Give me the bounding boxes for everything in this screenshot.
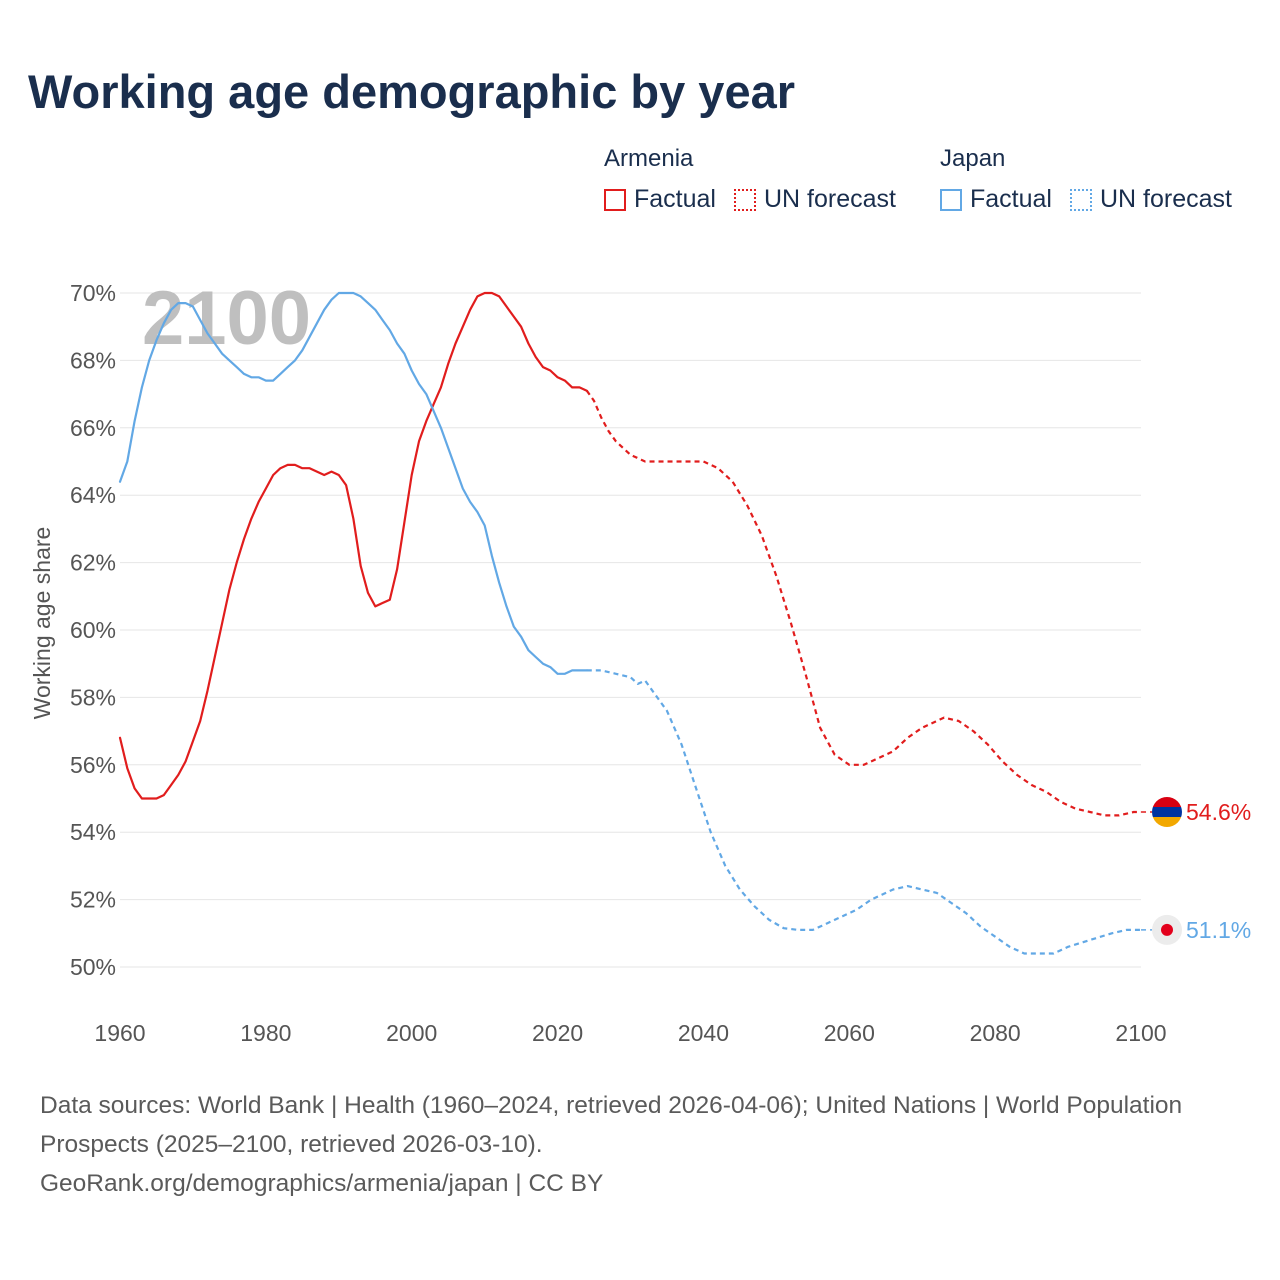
japan-flag-icon	[1152, 914, 1182, 945]
x-tick-label: 2080	[970, 1020, 1021, 1046]
legend-swatch-japan-factual	[940, 188, 962, 211]
footer-sources: Data sources: World Bank | Health (1960–…	[40, 1092, 1183, 1158]
legend-country-armenia: Armenia	[604, 145, 694, 172]
line-chart: 2100 50% 52% 54% 56% 58% 60% 62% 64% 66% 68% 70% 19…	[29, 276, 1251, 1046]
y-tick-label: 56%	[70, 752, 116, 778]
legend-armenia-forecast[interactable]: UN forecast	[733, 185, 896, 214]
y-tick-label: 64%	[70, 482, 116, 508]
y-tick-label: 60%	[70, 617, 116, 643]
legend-swatch-japan-forecast	[1069, 188, 1092, 211]
x-tick-label: 1960	[94, 1020, 145, 1046]
x-tick-label: 2060	[824, 1020, 875, 1046]
legend-japan-factual[interactable]: Factual	[940, 185, 1052, 214]
year-watermark: 2100	[142, 276, 311, 361]
series-line-armenia-forecast	[585, 390, 1141, 817]
series-line-armenia-factual	[118, 291, 588, 800]
series-line-japan-factual	[118, 291, 588, 675]
footer-link[interactable]: GeoRank.org/demographics/armenia/japan |…	[40, 1170, 604, 1197]
legend-label-armenia-factual: Factual	[634, 185, 716, 213]
x-tick-label: 2100	[1115, 1020, 1166, 1046]
legend-swatch-armenia-forecast	[733, 188, 756, 211]
end-value-label-armenia: 54.6%	[1186, 799, 1251, 825]
x-tick-label: 2040	[678, 1020, 729, 1046]
legend-label-japan-factual: Factual	[970, 185, 1052, 213]
legend-armenia-factual[interactable]: Factual	[604, 185, 716, 214]
chart-title: Working age demographic by year	[28, 65, 796, 118]
y-tick-label: 50%	[70, 954, 116, 980]
y-tick-label: 58%	[70, 684, 116, 710]
legend-country-japan: Japan	[940, 145, 1006, 172]
series	[118, 291, 1141, 955]
y-tick-label: 62%	[70, 550, 116, 576]
legend-label-japan-forecast: UN forecast	[1099, 185, 1232, 213]
y-tick-label: 52%	[70, 887, 116, 913]
x-tick-label: 2020	[532, 1020, 583, 1046]
legend-swatch-armenia-factual	[604, 188, 626, 211]
series-line-japan-forecast	[586, 669, 1141, 955]
gridlines	[120, 292, 1141, 968]
y-tick-label: 68%	[70, 347, 116, 373]
end-markers: 54.6% 51.1%	[1141, 797, 1251, 945]
y-tick-label: 70%	[70, 280, 116, 306]
y-tick-label: 66%	[70, 415, 116, 441]
x-tick-label: 2000	[386, 1020, 437, 1046]
y-tick-label: 54%	[70, 819, 116, 845]
legend-armenia: Armenia Factual UN forecast	[604, 142, 914, 214]
end-value-label-japan: 51.1%	[1186, 917, 1251, 943]
x-tick-label: 1980	[240, 1020, 291, 1046]
legend-japan: Japan Factual UN forecast	[940, 142, 1250, 214]
y-axis-label: Working age share	[29, 527, 55, 720]
armenia-flag-icon	[1152, 797, 1182, 827]
legend-label-armenia-forecast: UN forecast	[763, 185, 896, 213]
axes: 50% 52% 54% 56% 58% 60% 62% 64% 66% 68% 70% 1960 198…	[29, 280, 1167, 1046]
footer: Data sources: World Bank | Health (1960–…	[40, 1086, 1240, 1203]
legend-japan-forecast[interactable]: UN forecast	[1069, 185, 1232, 214]
